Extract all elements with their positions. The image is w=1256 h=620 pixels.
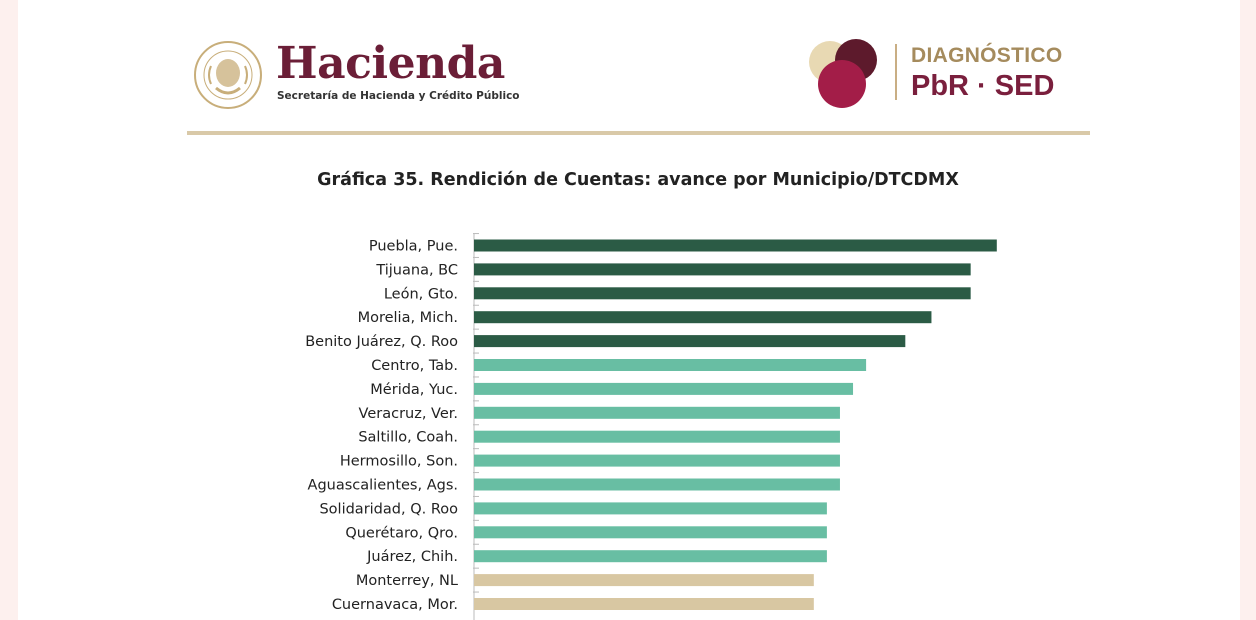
pbr-sed-circles-logo bbox=[809, 39, 877, 108]
bar bbox=[474, 454, 840, 467]
hacienda-seal-logo bbox=[194, 41, 262, 109]
bar bbox=[474, 311, 932, 324]
bar bbox=[474, 574, 814, 587]
bar bbox=[474, 406, 840, 419]
bar bbox=[474, 598, 814, 610]
category-label: Juárez, Chih. bbox=[366, 549, 458, 565]
chart-title: Gráfica 35. Rendición de Cuentas: avance… bbox=[317, 170, 959, 190]
category-label: Hermosillo, Son. bbox=[340, 454, 458, 470]
bar bbox=[474, 382, 854, 395]
logo-divider bbox=[895, 44, 897, 100]
header-divider bbox=[187, 131, 1090, 135]
program-label-top: DIAGNÓSTICO bbox=[911, 44, 1063, 67]
category-label: Mérida, Yuc. bbox=[370, 382, 458, 398]
program-label-bottom: PbR · SED bbox=[911, 70, 1055, 102]
bar bbox=[474, 478, 840, 491]
bar bbox=[474, 239, 997, 252]
category-label: Cuernavaca, Mor. bbox=[332, 597, 458, 613]
org-name: Hacienda bbox=[276, 38, 505, 89]
category-label: Saltillo, Coah. bbox=[358, 430, 458, 446]
bar bbox=[474, 502, 827, 515]
bar bbox=[474, 550, 827, 563]
bar bbox=[474, 526, 827, 539]
left-margin-strip bbox=[0, 0, 18, 620]
category-label: Solidaridad, Q. Roo bbox=[319, 501, 458, 517]
bar bbox=[474, 335, 906, 348]
category-label: Tijuana, BC bbox=[375, 262, 458, 278]
right-margin-strip bbox=[1240, 0, 1256, 620]
category-label: Benito Juárez, Q. Roo bbox=[305, 334, 458, 350]
category-label: Veracruz, Ver. bbox=[359, 406, 458, 422]
category-label: Morelia, Mich. bbox=[358, 310, 458, 326]
category-label: Centro, Tab. bbox=[371, 358, 458, 374]
bar bbox=[474, 359, 867, 371]
org-subtitle: Secretaría de Hacienda y Crédito Público bbox=[277, 90, 520, 102]
category-label: Monterrey, NL bbox=[356, 573, 458, 589]
category-label: Puebla, Pue. bbox=[369, 239, 458, 255]
bar bbox=[474, 287, 971, 300]
bar bbox=[474, 263, 971, 276]
category-label: Aguascalientes, Ags. bbox=[308, 478, 458, 494]
category-label: León, Gto. bbox=[384, 286, 458, 302]
bar bbox=[474, 430, 840, 443]
category-label: Querétaro, Qro. bbox=[345, 525, 458, 541]
